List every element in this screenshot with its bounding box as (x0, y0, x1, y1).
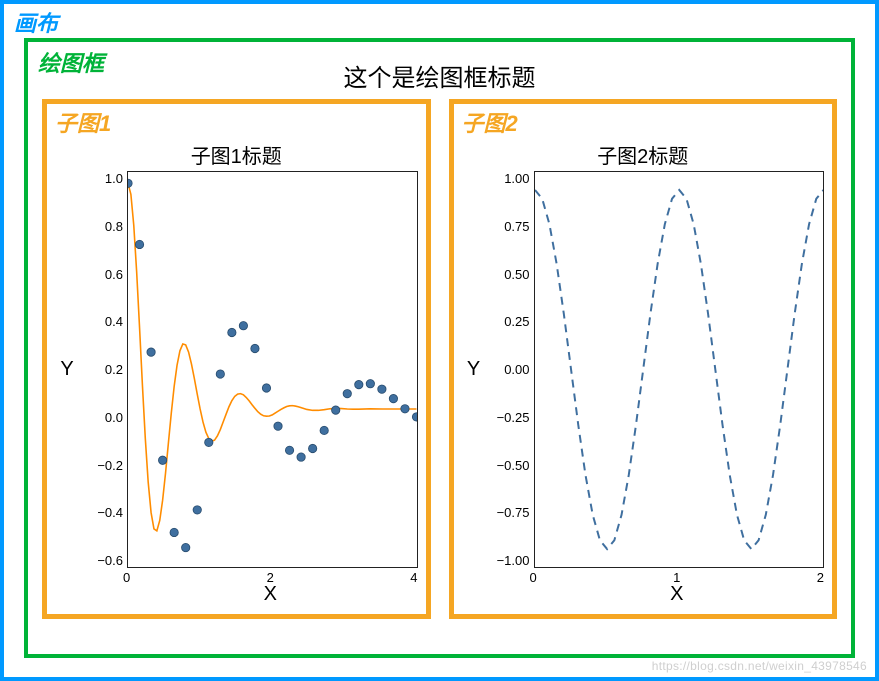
canvas-frame: 画布 绘图框 这个是绘图框标题 子图1 子图1标题 Y 1.00.80.60.4… (0, 0, 879, 681)
canvas-label: 画布 (14, 6, 58, 38)
subplot1-xlabel: X (123, 583, 418, 606)
plot-frame-title: 这个是绘图框标题 (42, 58, 837, 93)
subplot2-title: 子图2标题 (462, 140, 825, 169)
subplot2-axes (534, 171, 825, 568)
subplot1-axes (127, 171, 418, 568)
subplot1-ylabel: Y (55, 171, 83, 568)
subplot2-chart: Y 1.000.750.500.250.00−0.25−0.50−0.75−1.… (462, 171, 825, 606)
subplot1-label: 子图1 (55, 106, 111, 138)
subplot1-frame: 子图1 子图1标题 Y 1.00.80.60.40.20.0−0.2−0.4−0… (42, 99, 431, 619)
subplot1-chart: Y 1.00.80.60.40.20.0−0.2−0.4−0.6 024 X (55, 171, 418, 606)
subplot2-xlabel: X (530, 583, 825, 606)
watermark: https://blog.csdn.net/weixin_43978546 (652, 659, 867, 673)
subplot2-label: 子图2 (462, 106, 518, 138)
subplot2-yticks: 1.000.750.500.250.00−0.25−0.50−0.75−1.00 (490, 171, 534, 568)
subplots-row: 子图1 子图1标题 Y 1.00.80.60.40.20.0−0.2−0.4−0… (42, 99, 837, 619)
subplot1-title: 子图1标题 (55, 140, 418, 169)
subplot2-frame: 子图2 子图2标题 Y 1.000.750.500.250.00−0.25−0.… (449, 99, 838, 619)
plot-frame: 绘图框 这个是绘图框标题 子图1 子图1标题 Y 1.00.80.60.40.2… (24, 38, 855, 658)
subplot1-yticks: 1.00.80.60.40.20.0−0.2−0.4−0.6 (83, 171, 127, 568)
subplot2-ylabel: Y (462, 171, 490, 568)
plot-frame-label: 绘图框 (38, 46, 104, 78)
